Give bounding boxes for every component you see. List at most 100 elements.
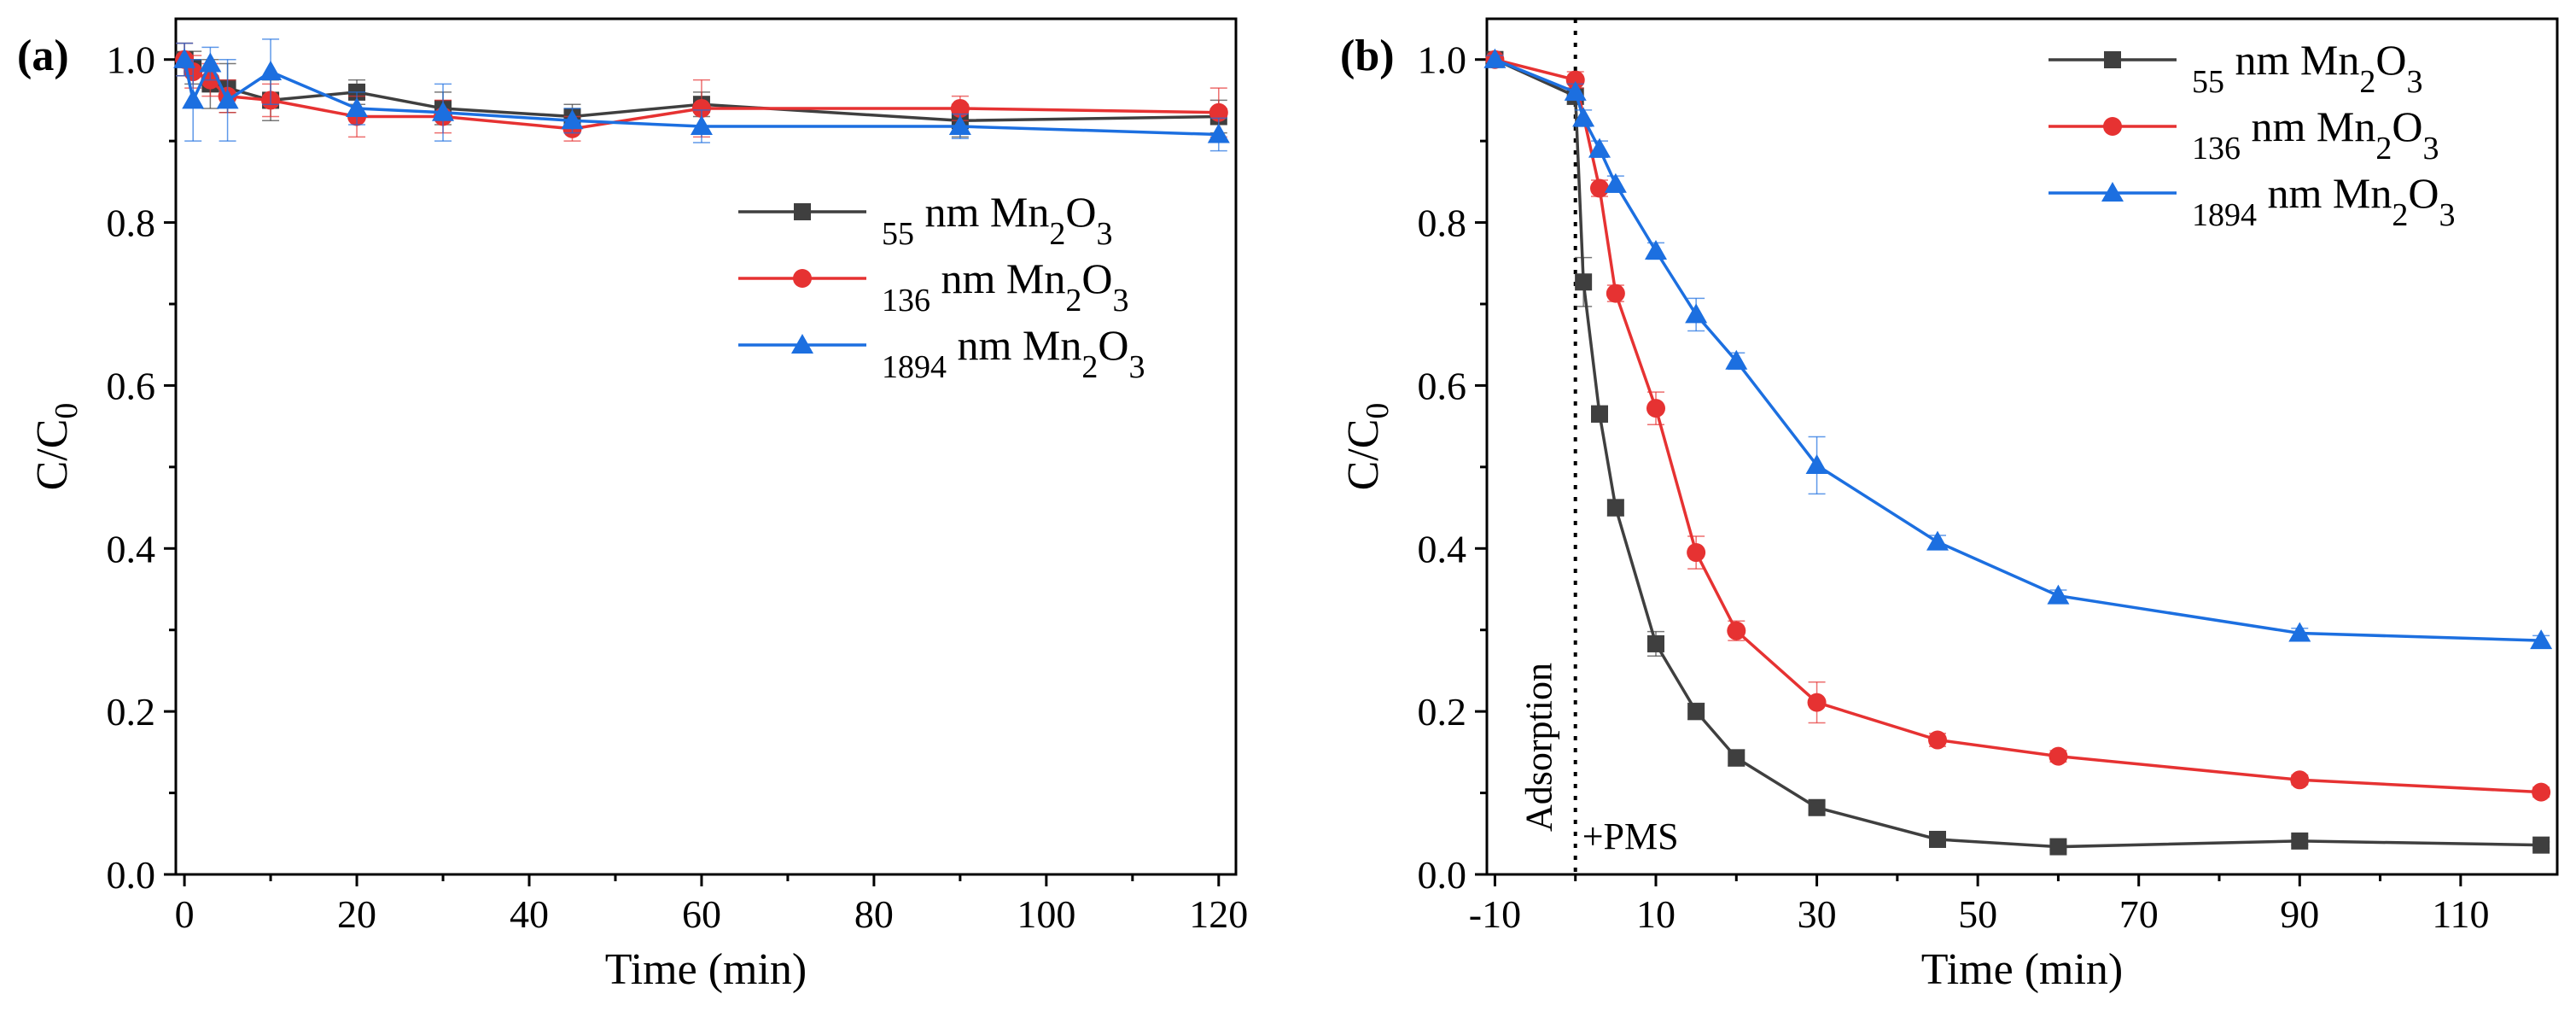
a-y-tick-label: 0.8: [107, 202, 156, 245]
b-x-tick-label: -10: [1469, 892, 1521, 936]
panel-b: -10 10 30 50 70 90 110 0.0 0.2 0.4 0.6 0.8 1.0 Time (…: [1339, 17, 2559, 994]
b-annotation-adsorption: Adsorption: [1518, 663, 1560, 832]
a-x-tick-label: 20: [337, 892, 376, 936]
b-panel-label: (b): [1340, 32, 1395, 80]
a-y-axis-label: C/C0: [28, 403, 85, 491]
b-data-point: [1685, 303, 1708, 324]
a-y-tick-label: 1.0: [107, 38, 156, 82]
a-legend-marker: [794, 203, 811, 220]
a-legend-marker: [791, 334, 813, 354]
b-data-point: [1647, 634, 1664, 652]
a-x-axis-label: Time (min): [605, 945, 807, 994]
a-x-tick-label: 120: [1189, 892, 1248, 936]
a-y-tick-label: 0.0: [107, 853, 156, 897]
b-data-point: [1687, 543, 1706, 563]
a-data-point: [1209, 102, 1228, 122]
a-data-point: [199, 52, 222, 73]
b-y-tick-label: 0.0: [1418, 853, 1467, 897]
a-x-tick-label: 100: [1017, 892, 1075, 936]
b-data-point: [1928, 730, 1947, 750]
b-legend-label: 136 nm Mn2O3: [2192, 102, 2439, 167]
a-plot-frame: [174, 17, 1238, 876]
b-x-tick-label: 30: [1798, 892, 1837, 936]
b-data-point: [1590, 178, 1609, 198]
b-data-point: [2047, 584, 2070, 605]
a-data-point: [182, 89, 205, 109]
b-data-point: [2290, 770, 2310, 790]
a-series-3: [173, 38, 1230, 152]
b-data-point: [1808, 798, 1826, 816]
a-x-tick-label: 80: [854, 892, 894, 936]
a-legend-marker: [793, 269, 812, 288]
b-data-point: [1564, 80, 1587, 101]
a-y-tick-label: 0.6: [107, 364, 156, 407]
a-x-tick-label: 40: [510, 892, 549, 936]
b-data-point: [1687, 703, 1705, 721]
panel-a: 0 20 40 60 80 100 120 0.0 0.2 0.4 0.6 0.8 1.0 Time (m…: [17, 17, 1248, 994]
a-y-tick-label: 0.2: [107, 690, 156, 734]
b-data-point: [1591, 405, 1608, 423]
a-legend-label: 136 nm Mn2O3: [882, 254, 1128, 319]
b-data-point: [1604, 172, 1627, 193]
b-data-point: [2049, 838, 2067, 856]
b-legend-marker: [2101, 182, 2124, 202]
b-x-axis-label: Time (min): [1921, 945, 2123, 994]
b-data-point: [1805, 453, 1828, 474]
b-data-point: [1645, 239, 1667, 260]
a-data-point: [690, 114, 713, 135]
a-y-tick-label: 0.4: [107, 527, 156, 570]
b-data-point: [2532, 782, 2551, 802]
b-data-point: [1727, 621, 1746, 640]
b-x-tick-label: 110: [2432, 892, 2489, 936]
b-data-point: [1725, 349, 1748, 370]
b-plot-frame: [1485, 17, 2559, 876]
b-data-point: [1926, 530, 1949, 551]
b-annotation-pms: +PMS: [1582, 815, 1679, 857]
a-data-point: [346, 96, 369, 117]
b-legend-label: 55 nm Mn2O3: [2192, 36, 2422, 100]
b-legend-marker: [2103, 117, 2122, 136]
b-data-point: [2532, 836, 2550, 854]
a-data-point: [948, 114, 971, 135]
b-x-tick-label: 50: [1958, 892, 1997, 936]
b-series-line: [1494, 58, 2542, 794]
b-data-point: [1606, 499, 1624, 517]
a-x-tick-label: 60: [682, 892, 721, 936]
b-data-point: [1575, 273, 1593, 291]
b-data-point: [1929, 830, 1946, 848]
b-data-point: [1606, 284, 1625, 303]
a-data-point: [950, 98, 970, 118]
a-panel-label: (a): [17, 32, 69, 80]
a-data-point: [216, 89, 239, 109]
b-data-point: [2291, 832, 2309, 850]
b-data-point: [1588, 137, 1611, 158]
a-legend-label: 55 nm Mn2O3: [882, 188, 1112, 252]
b-x-tick-label: 10: [1636, 892, 1676, 936]
b-series-2: [1485, 50, 2551, 802]
a-data-point: [561, 109, 584, 130]
b-legend-marker: [2104, 51, 2121, 68]
b-y-tick-label: 1.0: [1418, 38, 1467, 82]
a-x-tick-label: 0: [175, 892, 195, 936]
b-data-point: [1572, 107, 1595, 127]
a-data-point: [1207, 123, 1230, 143]
b-data-point: [1483, 48, 1507, 68]
b-data-point: [1728, 749, 1746, 767]
b-y-tick-label: 0.2: [1418, 690, 1467, 734]
a-data-point: [259, 61, 283, 81]
b-data-point: [1646, 399, 1665, 418]
b-data-point: [1807, 693, 1827, 712]
a-data-point: [691, 98, 711, 118]
a-legend-label: 1894 nm Mn2O3: [882, 321, 1145, 385]
b-y-tick-label: 0.4: [1418, 527, 1467, 570]
a-data-point: [173, 48, 196, 68]
b-legend-label: 1894 nm Mn2O3: [2192, 169, 2455, 233]
b-data-point: [2288, 622, 2311, 642]
b-series-3: [1483, 48, 2553, 650]
b-data-point: [2049, 746, 2068, 766]
b-y-axis-label: C/C0: [1339, 403, 1396, 491]
b-data-point: [2530, 629, 2553, 650]
